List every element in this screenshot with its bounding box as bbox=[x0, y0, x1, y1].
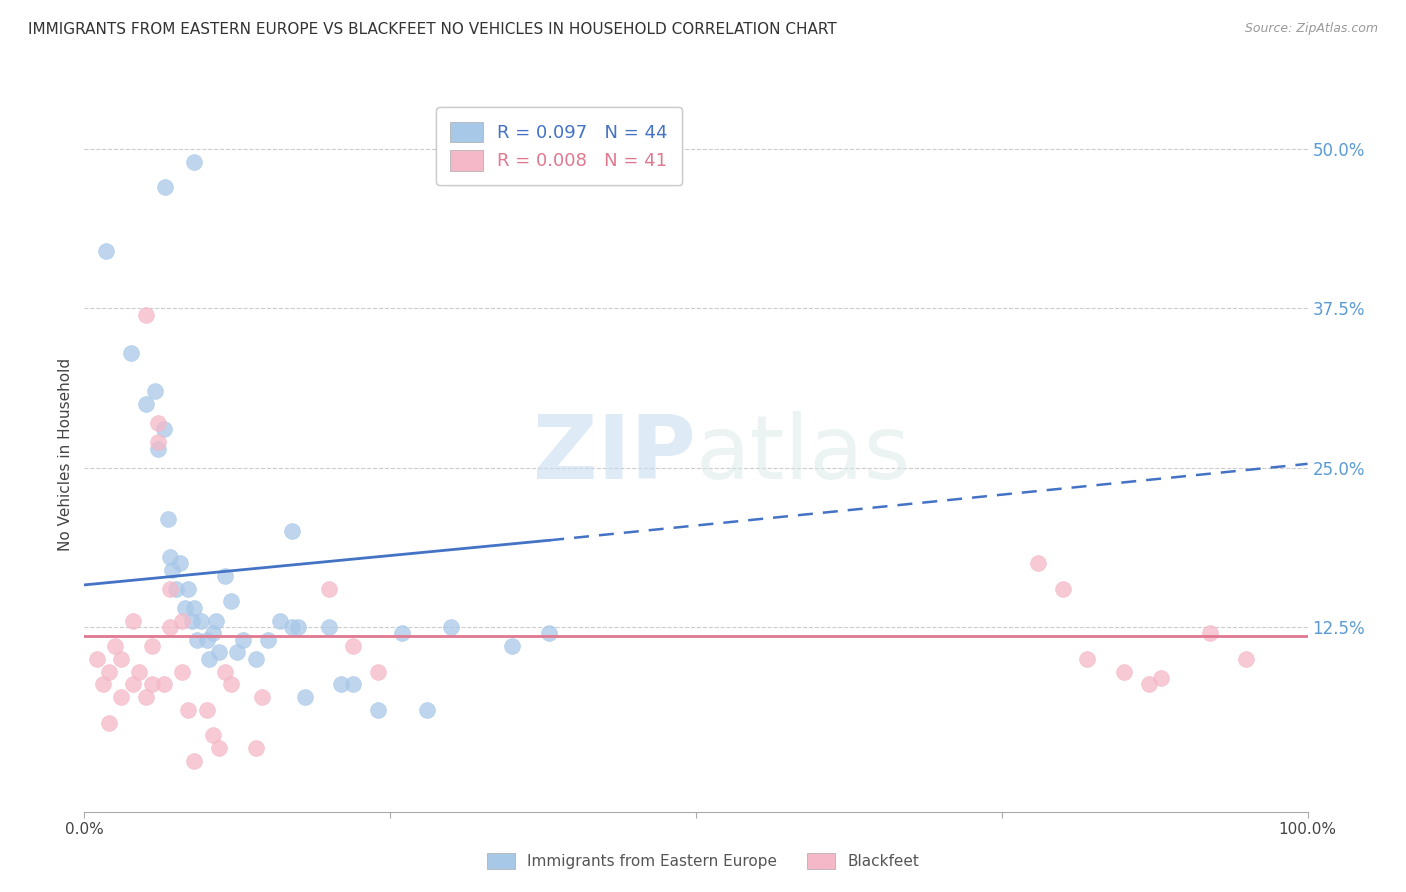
Point bbox=[208, 741, 231, 756]
Point bbox=[232, 632, 254, 647]
Point bbox=[219, 594, 242, 608]
Point bbox=[159, 582, 181, 596]
Point bbox=[97, 665, 120, 679]
Point bbox=[219, 677, 242, 691]
Point bbox=[226, 645, 249, 659]
Point bbox=[367, 703, 389, 717]
Text: IMMIGRANTS FROM EASTERN EUROPE VS BLACKFEET NO VEHICLES IN HOUSEHOLD CORRELATION: IMMIGRANTS FROM EASTERN EUROPE VS BLACKF… bbox=[28, 22, 837, 37]
Point bbox=[214, 569, 236, 583]
Point bbox=[318, 620, 340, 634]
Point bbox=[165, 582, 187, 596]
Point bbox=[342, 639, 364, 653]
Point bbox=[183, 600, 205, 615]
Point bbox=[250, 690, 273, 704]
Point bbox=[502, 639, 524, 653]
Point bbox=[91, 677, 114, 691]
Point bbox=[135, 397, 157, 411]
Point bbox=[172, 614, 194, 628]
Point bbox=[146, 416, 169, 430]
Point bbox=[122, 677, 145, 691]
Point bbox=[110, 652, 132, 666]
Point bbox=[1076, 652, 1098, 666]
Point bbox=[135, 690, 157, 704]
Point bbox=[190, 614, 212, 628]
Point bbox=[205, 614, 228, 628]
Point bbox=[156, 511, 179, 525]
Point bbox=[159, 549, 181, 564]
Point bbox=[96, 244, 118, 258]
Point bbox=[169, 556, 191, 570]
Point bbox=[294, 690, 316, 704]
Point bbox=[245, 652, 267, 666]
Point bbox=[201, 626, 224, 640]
Text: ZIP: ZIP bbox=[533, 411, 696, 499]
Point bbox=[159, 620, 181, 634]
Point bbox=[1150, 671, 1173, 685]
Point bbox=[367, 665, 389, 679]
Point bbox=[538, 626, 561, 640]
Point bbox=[1052, 582, 1074, 596]
Point bbox=[141, 677, 163, 691]
Point bbox=[153, 422, 176, 436]
Point bbox=[181, 614, 204, 628]
Point bbox=[342, 677, 364, 691]
Point bbox=[1028, 556, 1050, 570]
Point bbox=[245, 741, 267, 756]
Point bbox=[416, 703, 439, 717]
Point bbox=[153, 677, 176, 691]
Point bbox=[177, 703, 200, 717]
Point bbox=[183, 754, 205, 768]
Point bbox=[120, 346, 142, 360]
Point bbox=[86, 652, 108, 666]
Point bbox=[214, 665, 236, 679]
Point bbox=[201, 728, 224, 742]
Point bbox=[257, 632, 280, 647]
Point bbox=[287, 620, 309, 634]
Point bbox=[391, 626, 413, 640]
Point bbox=[135, 308, 157, 322]
Point bbox=[1198, 626, 1220, 640]
Point bbox=[128, 665, 150, 679]
Point bbox=[173, 600, 195, 615]
Point bbox=[1236, 652, 1258, 666]
Point bbox=[146, 442, 169, 456]
Point bbox=[122, 614, 145, 628]
Legend: Immigrants from Eastern Europe, Blackfeet: Immigrants from Eastern Europe, Blackfee… bbox=[481, 847, 925, 875]
Point bbox=[183, 154, 205, 169]
Point bbox=[269, 614, 291, 628]
Point bbox=[330, 677, 353, 691]
Legend: R = 0.097   N = 44, R = 0.008   N = 41: R = 0.097 N = 44, R = 0.008 N = 41 bbox=[436, 107, 682, 185]
Point bbox=[318, 582, 340, 596]
Point bbox=[440, 620, 463, 634]
Point bbox=[172, 665, 194, 679]
Point bbox=[153, 180, 176, 194]
Point bbox=[110, 690, 132, 704]
Point bbox=[143, 384, 166, 399]
Point bbox=[195, 703, 218, 717]
Point bbox=[177, 582, 200, 596]
Point bbox=[141, 639, 163, 653]
Point bbox=[97, 715, 120, 730]
Point bbox=[1137, 677, 1160, 691]
Text: Source: ZipAtlas.com: Source: ZipAtlas.com bbox=[1244, 22, 1378, 36]
Point bbox=[195, 632, 218, 647]
Text: atlas: atlas bbox=[696, 411, 911, 499]
Point bbox=[186, 632, 208, 647]
Point bbox=[208, 645, 231, 659]
Point bbox=[104, 639, 127, 653]
Point bbox=[146, 435, 169, 450]
Point bbox=[281, 620, 304, 634]
Point bbox=[1114, 665, 1136, 679]
Point bbox=[281, 524, 304, 539]
Point bbox=[198, 652, 221, 666]
Point bbox=[162, 563, 184, 577]
Y-axis label: No Vehicles in Household: No Vehicles in Household bbox=[58, 359, 73, 551]
